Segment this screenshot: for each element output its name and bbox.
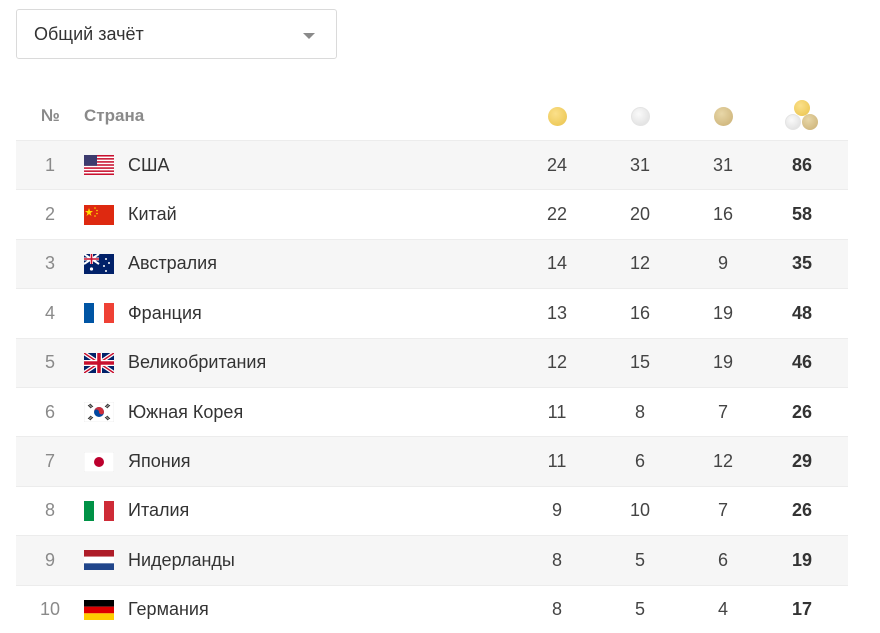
total-count: 29 xyxy=(791,451,813,472)
rank-cell: 8 xyxy=(44,500,55,521)
bronze-count: 6 xyxy=(717,549,728,570)
bronze-medal-icon xyxy=(713,106,733,126)
country-name[interactable]: США xyxy=(128,154,170,175)
gold-count: 24 xyxy=(546,154,568,175)
flag-japan-icon xyxy=(84,437,114,485)
country-name[interactable]: Япония xyxy=(128,451,191,472)
table-row[interactable]: 9 Нидерланды 8 5 6 19 xyxy=(16,535,848,585)
gold-medal-icon xyxy=(547,106,567,126)
flag-china-icon xyxy=(84,190,114,238)
silver-count: 31 xyxy=(629,154,651,175)
silver-count: 10 xyxy=(629,500,651,521)
header-country[interactable]: Страна xyxy=(84,106,145,125)
total-count: 19 xyxy=(791,549,813,570)
total-count: 35 xyxy=(791,253,813,274)
table-row[interactable]: 7 Япония 11 6 12 29 xyxy=(16,436,848,486)
rank-cell: 1 xyxy=(44,154,55,175)
rank-cell: 7 xyxy=(44,451,55,472)
total-count: 17 xyxy=(791,599,813,620)
table-body: 1 США 24 31 31 86 2 Китай 22 20 16 58 3 Австралия 14 12… xyxy=(16,140,848,633)
rank-cell: 6 xyxy=(44,401,55,422)
silver-count: 12 xyxy=(629,253,651,274)
rank-cell: 9 xyxy=(44,549,55,570)
chevron-down-icon[interactable] xyxy=(303,33,315,39)
table-row[interactable]: 8 Италия 9 10 7 26 xyxy=(16,485,848,535)
country-name[interactable]: Австралия xyxy=(128,253,217,274)
silver-count: 6 xyxy=(634,451,645,472)
total-medals-icon xyxy=(782,98,822,134)
silver-count: 16 xyxy=(629,302,651,323)
bronze-count: 7 xyxy=(717,500,728,521)
total-count: 48 xyxy=(791,302,813,323)
country-name[interactable]: Франция xyxy=(128,302,202,323)
gold-count: 22 xyxy=(546,204,568,225)
dropdown-selected-value: Общий зачёт xyxy=(34,23,144,44)
flag-usa-icon xyxy=(84,141,114,189)
total-count: 26 xyxy=(791,500,813,521)
table-row[interactable]: 6 Южная Корея 11 8 7 26 xyxy=(16,386,848,436)
table-row[interactable]: 4 Франция 13 16 19 48 xyxy=(16,288,848,337)
flag-netherlands-icon xyxy=(84,536,114,584)
country-name[interactable]: Южная Корея xyxy=(128,401,244,422)
gold-count: 8 xyxy=(551,599,562,620)
header-total[interactable] xyxy=(772,92,832,140)
country-name[interactable]: Германия xyxy=(128,599,209,620)
country-name[interactable]: Китай xyxy=(128,204,177,225)
gold-count: 9 xyxy=(551,500,562,521)
flag-italy-icon xyxy=(84,487,114,535)
rank-cell: 3 xyxy=(44,253,55,274)
medal-table: № Страна 1 США 24 31 31 86 2 Китай 22 20 16 58 3 Авст… xyxy=(16,92,848,633)
bronze-count: 4 xyxy=(717,599,728,620)
silver-count: 5 xyxy=(634,549,645,570)
bronze-count: 9 xyxy=(717,253,728,274)
total-count: 46 xyxy=(791,352,813,373)
table-row[interactable]: 1 США 24 31 31 86 xyxy=(16,140,848,190)
flag-france-icon xyxy=(84,289,114,337)
header-gold[interactable] xyxy=(527,92,587,140)
rank-cell: 2 xyxy=(44,204,55,225)
gold-count: 11 xyxy=(547,451,567,472)
table-row[interactable]: 2 Китай 22 20 16 58 xyxy=(16,189,848,238)
silver-count: 8 xyxy=(634,401,645,422)
standings-filter-dropdown[interactable]: Общий зачёт xyxy=(16,9,337,59)
bronze-count: 16 xyxy=(712,204,734,225)
country-name[interactable]: Италия xyxy=(128,500,190,521)
gold-count: 12 xyxy=(546,352,568,373)
silver-count: 20 xyxy=(629,204,651,225)
country-name[interactable]: Великобритания xyxy=(128,352,267,373)
bronze-count: 19 xyxy=(712,352,734,373)
total-count: 58 xyxy=(791,204,813,225)
bronze-count: 7 xyxy=(717,401,728,422)
table-row[interactable]: 10 Германия 8 5 4 17 xyxy=(16,584,848,633)
flag-south-korea-icon xyxy=(84,388,114,436)
bronze-count: 19 xyxy=(712,302,734,323)
silver-count: 15 xyxy=(629,352,651,373)
rank-cell: 4 xyxy=(44,302,55,323)
bronze-count: 31 xyxy=(712,154,734,175)
total-count: 26 xyxy=(791,401,813,422)
gold-count: 13 xyxy=(546,302,568,323)
table-header: № Страна xyxy=(16,92,848,140)
country-name[interactable]: Нидерланды xyxy=(128,549,235,570)
flag-uk-icon xyxy=(84,339,114,387)
silver-medal-icon xyxy=(630,106,650,126)
rank-cell: 5 xyxy=(44,352,55,373)
flag-australia-icon xyxy=(84,240,114,288)
total-count: 86 xyxy=(791,154,813,175)
gold-count: 8 xyxy=(551,549,562,570)
header-rank[interactable]: № xyxy=(41,106,60,125)
rank-cell: 10 xyxy=(39,599,61,620)
gold-count: 11 xyxy=(547,401,567,422)
silver-count: 5 xyxy=(634,599,645,620)
gold-count: 14 xyxy=(546,253,568,274)
table-row[interactable]: 3 Австралия 14 12 9 35 xyxy=(16,238,848,289)
bronze-count: 12 xyxy=(712,451,734,472)
header-bronze[interactable] xyxy=(693,92,753,140)
table-row[interactable]: 5 Великобритания 12 15 19 46 xyxy=(16,337,848,387)
header-silver[interactable] xyxy=(610,92,670,140)
flag-germany-icon xyxy=(84,586,114,633)
